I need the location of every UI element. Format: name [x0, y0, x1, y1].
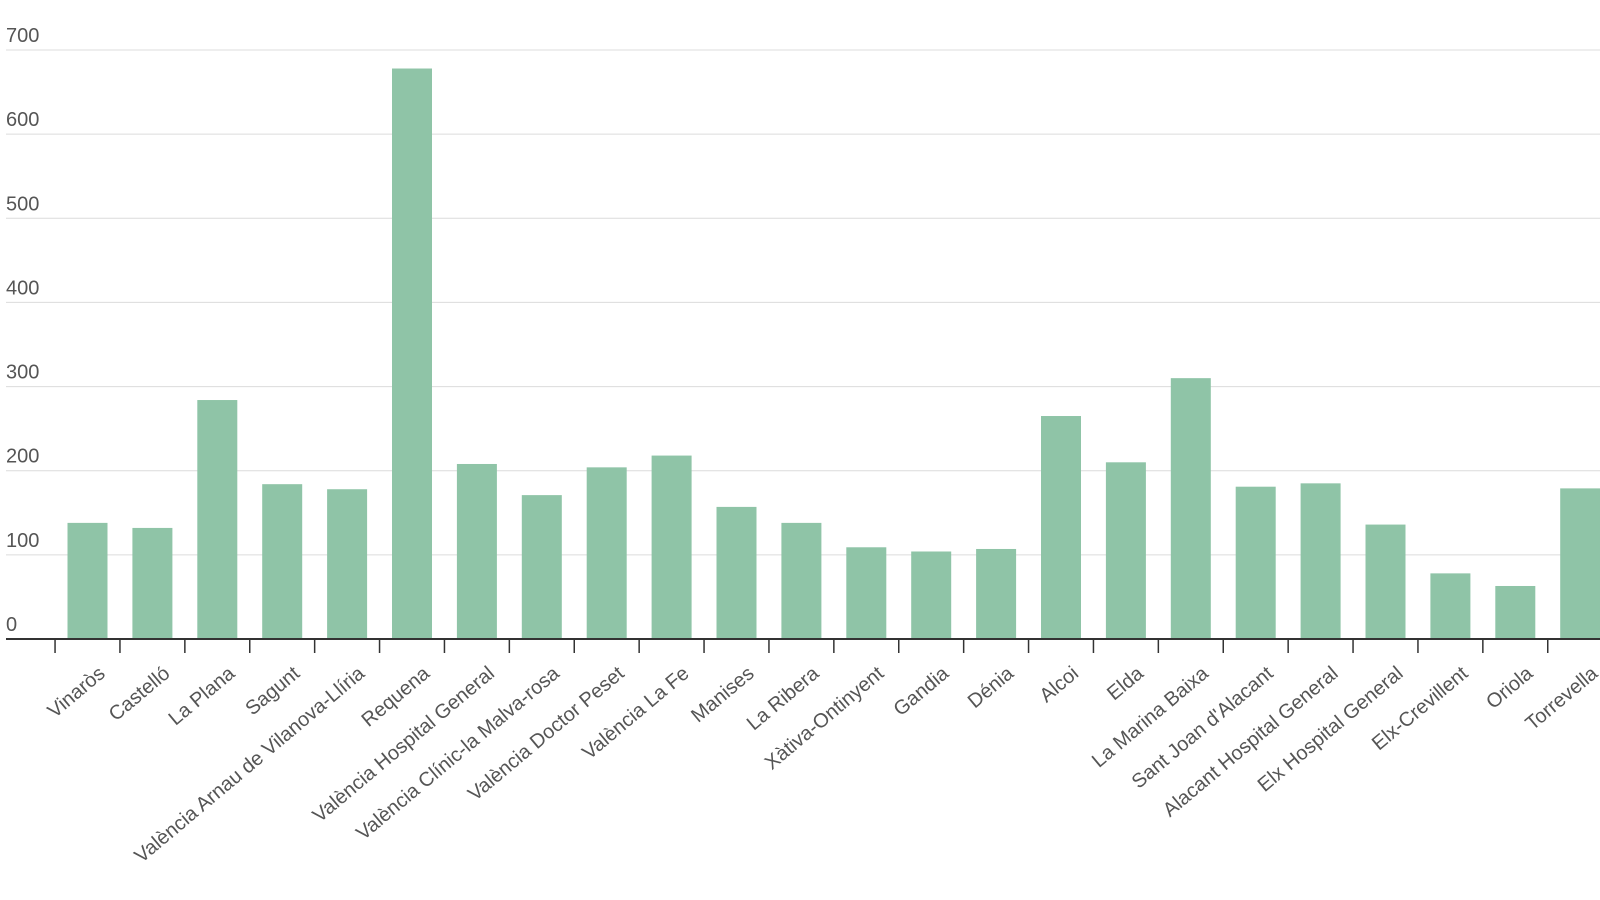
bar — [67, 522, 108, 639]
bar — [521, 495, 562, 639]
bar — [1365, 524, 1406, 639]
x-tick-label: Xàtiva-Ontinyent — [761, 662, 889, 774]
bars — [67, 68, 1600, 639]
x-tick-label: Castelló — [105, 662, 175, 725]
x-tick-label: València Arnau de Vilanova-Llíria — [131, 662, 370, 868]
x-tick-label: Alcoi — [1036, 662, 1083, 707]
x-tick-label: Sagunt — [241, 662, 304, 720]
y-tick-label: 700 — [6, 25, 39, 47]
bar — [781, 522, 822, 639]
bar — [911, 551, 952, 639]
bar — [262, 484, 303, 639]
bar — [1560, 488, 1600, 639]
bar — [586, 467, 627, 639]
x-tick-label: Gandia — [890, 662, 954, 721]
y-tick-label: 400 — [6, 277, 39, 299]
bar — [197, 400, 238, 639]
bar — [1170, 378, 1211, 639]
y-tick-label: 600 — [6, 109, 39, 131]
x-axis — [6, 638, 1600, 653]
y-tick-label: 100 — [6, 530, 39, 552]
y-tick-label: 300 — [6, 362, 39, 384]
x-tick-label: Oriola — [1482, 662, 1538, 714]
bar — [1300, 483, 1341, 639]
bar — [1235, 486, 1276, 639]
y-tick-label: 200 — [6, 446, 39, 468]
bar — [716, 506, 757, 639]
bar — [1105, 462, 1146, 639]
bar — [392, 68, 432, 639]
x-tick-label: La Marina Baixa — [1088, 662, 1214, 772]
bar — [1430, 573, 1471, 639]
bar — [456, 463, 497, 639]
bar — [976, 548, 1017, 639]
bar — [132, 527, 173, 639]
x-tick-label: Dénia — [964, 662, 1019, 713]
x-tick-label: La Plana — [165, 662, 240, 730]
gridlines — [6, 49, 1600, 556]
x-tick-label: Vinaròs — [44, 662, 110, 722]
bar — [327, 489, 368, 639]
y-axis-tick-labels: 0 100 200 300 400 500 600 700 — [6, 25, 39, 636]
bar — [1041, 416, 1081, 639]
x-tick-label: Torrevella — [1522, 662, 1600, 735]
y-tick-label: 0 — [6, 614, 17, 636]
y-tick-label: 500 — [6, 193, 39, 215]
x-tick-label: Elda — [1103, 662, 1148, 705]
bar — [651, 455, 692, 639]
bar — [846, 547, 887, 639]
bar — [1495, 585, 1536, 639]
